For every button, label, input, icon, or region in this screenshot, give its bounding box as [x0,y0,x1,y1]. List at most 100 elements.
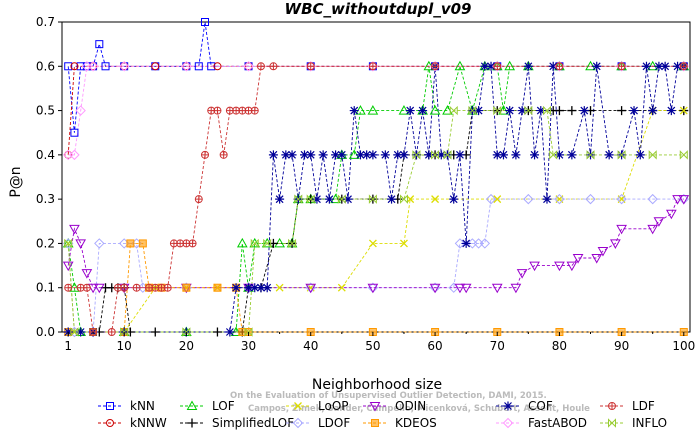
data-point-kdeos [126,239,135,248]
data-point-odin [81,269,93,279]
legend-item-simplifiedlof: SimplifiedLOF [180,416,294,430]
data-point-ldf [269,62,278,71]
data-point-cof [542,194,552,204]
data-point-cof [343,194,353,204]
data-point-cof [76,327,86,337]
data-point-knn [101,62,110,71]
data-point-cof [474,106,484,116]
data-point-cof [231,283,241,293]
plot-frame [61,21,691,333]
data-point-fastabod [75,105,86,116]
data-point-ldof [485,193,497,205]
data-point-loop [400,239,408,248]
data-point-ldf [617,62,626,71]
data-point-ldf [64,283,73,292]
data-point-knnw [213,62,222,71]
data-point-inflo [399,194,408,204]
data-point-cof [306,150,316,160]
data-point-cof [399,150,409,160]
data-point-loop [337,283,346,292]
data-point-ldf [555,62,564,71]
y-tick-label: 0.2 [36,236,55,250]
data-point-odin [653,217,665,227]
data-point-odin [491,283,503,294]
data-point-cof [312,194,322,204]
data-point-odin [591,254,603,264]
data-point-cof [355,150,365,160]
data-point-kdeos [138,239,147,248]
data-point-inflo [648,150,657,160]
data-point-loop [275,283,284,292]
data-point-cof [268,150,278,160]
data-point-cof [579,106,589,116]
data-point-odin [572,254,584,264]
data-point-fastabod [243,61,254,72]
x-axis-label: Neighborhood size [312,377,442,393]
data-point-cof [362,150,372,160]
data-point-ldof [585,193,596,205]
data-point-cof [498,150,508,160]
data-point-ldf [250,106,259,115]
data-point-fastabod [118,61,130,72]
data-point-inflo [679,150,688,160]
data-point-lof [367,105,379,115]
x-tick-label: 100 [672,339,695,353]
data-point-simplifiedlof [554,106,564,116]
data-point-knn [201,18,210,26]
data-point-lof [429,105,441,115]
data-point-inflo [524,105,533,116]
data-point-cof [393,150,403,160]
data-point-fastabod [181,61,192,72]
data-point-inflo [120,327,129,337]
data-point-knn [64,62,73,71]
data-point-odin [566,261,578,272]
data-point-cof [299,150,309,160]
legend-item-ldf: LDF [600,399,655,413]
data-point-cof [337,150,347,160]
data-point-cof [318,150,328,160]
data-point-ldf [306,62,315,71]
data-point-cof [673,61,683,71]
data-point-knn [76,62,85,71]
y-axis-label: P@n [8,166,24,197]
data-point-cof [492,150,502,160]
data-point-ldf [219,150,228,159]
data-point-ldof [454,238,466,249]
data-point-lof [504,60,516,71]
data-point-odin [367,283,379,294]
x-tick-label: 80 [552,339,567,353]
data-point-ldof [523,193,534,205]
data-point-inflo [468,105,477,116]
y-tick-label: 0.7 [36,15,55,29]
data-point-cof [244,283,254,293]
y-tick-label: 0.4 [36,148,55,162]
data-point-odin [305,283,317,294]
data-point-loop [368,239,377,248]
data-point-odin [610,239,621,249]
legend-label: LoOP [318,399,349,413]
data-point-inflo [182,327,191,337]
y-tick-label: 0.0 [36,325,55,339]
data-point-inflo [412,150,421,160]
data-point-odin [616,224,627,235]
legend-item-knnw: kNNW [98,416,167,430]
legend-label: INFLO [632,416,667,430]
data-point-cof [368,150,378,160]
legend-item-ldof: LDOF [286,416,350,430]
data-point-cof [548,61,558,71]
axes: 0.0 0.1 0.2 0.3 0.4 0.5 0.6 0.7 1 10 20 30 40 50 60 70 8… [36,15,695,353]
legend-item-odin: ODIN [363,399,426,413]
data-point-cof [250,283,260,293]
data-point-odin [678,195,690,205]
data-point-inflo [250,238,259,249]
data-point-cof [604,150,614,160]
data-point-cof [256,283,266,293]
data-point-odin [529,261,540,272]
data-point-cof [523,61,533,71]
series-markers-inflo [64,105,688,337]
data-point-kdeos [182,283,191,292]
data-point-cof [418,106,428,116]
data-point-inflo [493,105,502,116]
data-point-ldf [493,62,502,71]
data-point-knnw [89,62,98,71]
